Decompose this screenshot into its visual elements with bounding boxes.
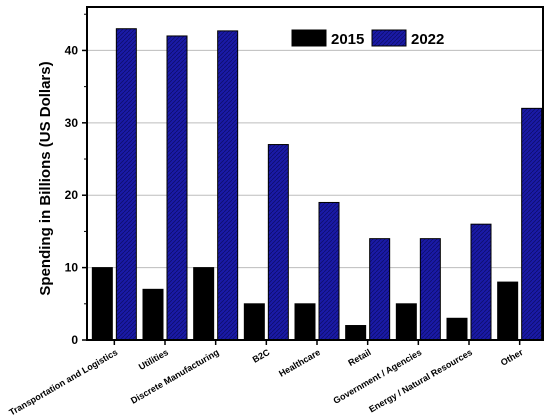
bar-2022-1 [166, 35, 188, 341]
legend-swatch-2022 [371, 29, 407, 47]
bar-2015-2 [193, 267, 215, 341]
x-tick-label: Healthcare [277, 347, 322, 379]
bar-2022-3 [267, 144, 289, 341]
legend-label-2022: 2022 [411, 31, 444, 48]
bar-2022-8 [521, 107, 543, 341]
x-tick-label: B2C [251, 347, 272, 365]
bar-2015-6 [395, 303, 417, 341]
x-tick-label: Transportation and Logistics [7, 347, 119, 416]
bars [91, 28, 543, 341]
axes [86, 6, 544, 341]
bar-2015-8 [497, 281, 519, 341]
bar-2022-2 [217, 30, 239, 341]
x-tick-labels: Transportation and Logistics UtilitiesDis… [7, 340, 525, 416]
bar-2022-7 [470, 223, 492, 341]
plot-frame [86, 6, 544, 341]
bar-2022-6 [419, 238, 441, 341]
bar-2015-1 [142, 288, 164, 341]
bar-2015-5 [345, 325, 367, 341]
y-tick-label: 20 [65, 188, 79, 202]
bar-2022-4 [318, 201, 340, 341]
y-axis-title: Spending in Billions (US Dollars) [37, 61, 54, 295]
gridlines [87, 49, 543, 269]
y-tick-label: 30 [65, 116, 79, 130]
legend-label-2015: 2015 [331, 31, 364, 48]
x-tick-label: Utilities [137, 347, 170, 372]
x-tick-label: Discrete Manufacturing [129, 347, 221, 406]
y-tick-label: 40 [65, 43, 79, 57]
y-ticks: 0 10 20 30 40 [65, 13, 87, 347]
y-tick-label: 10 [65, 261, 79, 275]
bar-2022-5 [369, 238, 391, 341]
bar-2022-0 [115, 28, 137, 341]
x-tick-label: Government / Agencies [332, 347, 424, 406]
y-tick-label: 0 [71, 333, 78, 347]
bar-2015-4 [294, 303, 316, 341]
bar-2015-7 [446, 317, 468, 341]
legend-swatch-2015 [291, 29, 327, 47]
x-tick-label: Retail [346, 347, 372, 368]
bar-2015-3 [243, 303, 265, 341]
bar-2015-0 [91, 267, 113, 341]
x-tick-label: Other [499, 347, 525, 368]
legend: 2015 2022 [291, 29, 444, 48]
